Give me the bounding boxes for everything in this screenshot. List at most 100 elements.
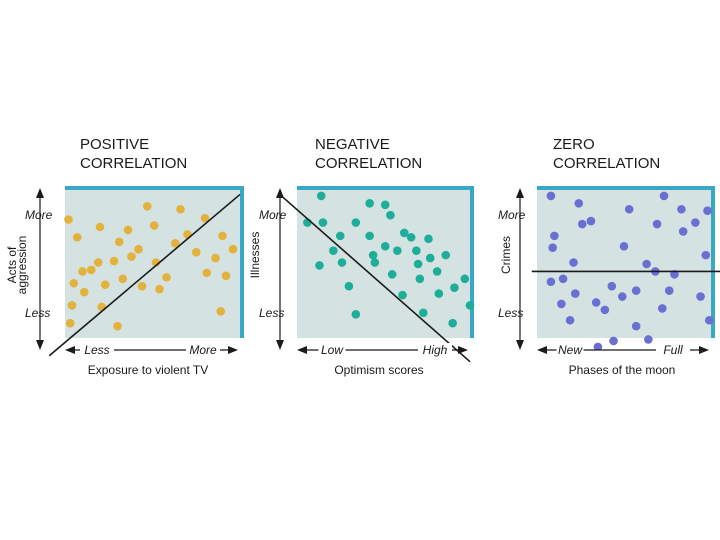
data-point [631, 321, 641, 331]
x-axis-right-arrow-icon [458, 346, 468, 354]
y-tick-label-more: More [498, 208, 526, 222]
data-point [79, 287, 89, 297]
data-point [170, 238, 180, 248]
data-point [619, 241, 629, 251]
chart-title-line: POSITIVE [80, 136, 149, 153]
x-axis-left-arrow-icon [297, 346, 307, 354]
data-point [703, 206, 712, 216]
y-axis-up-arrow-icon [276, 188, 284, 198]
x-tick-label: High [423, 343, 448, 357]
data-point [211, 253, 220, 263]
data-point [114, 237, 124, 247]
data-point [574, 199, 584, 208]
data-point [631, 286, 641, 295]
data-point [424, 234, 433, 244]
data-point [600, 305, 610, 315]
data-point [67, 301, 77, 310]
data-point [380, 200, 390, 210]
data-point [386, 210, 395, 220]
data-point [318, 218, 328, 227]
chart-title-line: NEGATIVE [315, 136, 390, 153]
data-point [93, 258, 103, 267]
data-point [127, 252, 136, 261]
data-points [546, 191, 714, 350]
y-axis-label: Acts of [5, 246, 19, 283]
plot-panel [297, 190, 470, 338]
y-axis-label: Crimes [499, 236, 513, 274]
data-point [577, 219, 587, 229]
data-point [216, 307, 226, 316]
y-tick-label-less: Less [498, 306, 523, 320]
y-axis-label: aggression [15, 236, 29, 295]
data-point [591, 298, 601, 307]
data-point [412, 246, 421, 255]
data-point [670, 270, 679, 279]
plot-panel [537, 190, 711, 338]
chart-title-line: ZERO [553, 136, 595, 153]
data-point [200, 213, 210, 223]
data-point [617, 292, 627, 301]
data-point [441, 250, 451, 260]
data-point [118, 274, 128, 284]
data-point [134, 244, 143, 254]
x-axis-label: Optimism scores [334, 363, 423, 377]
data-point [415, 274, 425, 284]
data-point [95, 222, 105, 232]
data-point [652, 219, 662, 229]
data-point [221, 271, 231, 281]
data-point [351, 310, 361, 319]
data-point [546, 277, 556, 287]
x-axis-left-arrow-icon [537, 346, 547, 354]
x-axis-right-arrow-icon [228, 346, 238, 354]
data-point [448, 318, 458, 328]
data-point [624, 204, 634, 214]
data-point [701, 250, 711, 260]
data-point [123, 225, 133, 235]
tick-label-bg [186, 343, 220, 357]
negative-correlation-chart: NEGATIVE CORRELATION Low High More Less Illnes… [248, 136, 475, 377]
data-point [609, 336, 618, 346]
data-point [142, 201, 152, 211]
x-tick-label: Low [321, 343, 344, 357]
data-point [183, 230, 192, 239]
data-point [86, 265, 96, 275]
tick-label-bg [80, 343, 114, 357]
data-point [465, 301, 475, 310]
data-point [191, 247, 201, 257]
data-point [677, 204, 686, 214]
data-point [78, 267, 87, 276]
data-point [691, 218, 700, 227]
data-point [329, 246, 338, 255]
trend-line [48, 193, 241, 357]
y-tick-label-less: Less [25, 306, 50, 320]
x-axis-right-arrow-icon [699, 346, 709, 354]
y-tick-label-more: More [259, 208, 287, 222]
data-point [548, 243, 557, 253]
data-point [72, 233, 82, 242]
trend-line [280, 195, 471, 363]
y-axis-down-arrow-icon [276, 340, 284, 350]
data-point [399, 228, 409, 238]
x-axis-label: Exposure to violent TV [88, 363, 209, 377]
chart-title-line: CORRELATION [315, 155, 422, 172]
data-point [659, 191, 669, 201]
y-tick-label-more: More [25, 208, 53, 222]
data-point [155, 284, 164, 294]
data-point [398, 290, 407, 300]
positive-correlation-chart: POSITIVE CORRELATION Less More More Less Acts … [5, 136, 244, 377]
data-point [558, 274, 568, 284]
data-point [664, 286, 674, 295]
data-points [303, 191, 475, 328]
data-point [569, 258, 578, 267]
data-point [149, 221, 159, 230]
tick-label-bg [556, 343, 584, 357]
x-axis-label: Phases of the moon [569, 363, 676, 377]
x-tick-label: Full [663, 343, 683, 357]
x-tick-label: More [189, 343, 217, 357]
data-point [406, 233, 416, 242]
data-point [550, 231, 559, 241]
data-point [69, 278, 79, 288]
data-point [97, 302, 107, 312]
data-point [370, 258, 380, 267]
